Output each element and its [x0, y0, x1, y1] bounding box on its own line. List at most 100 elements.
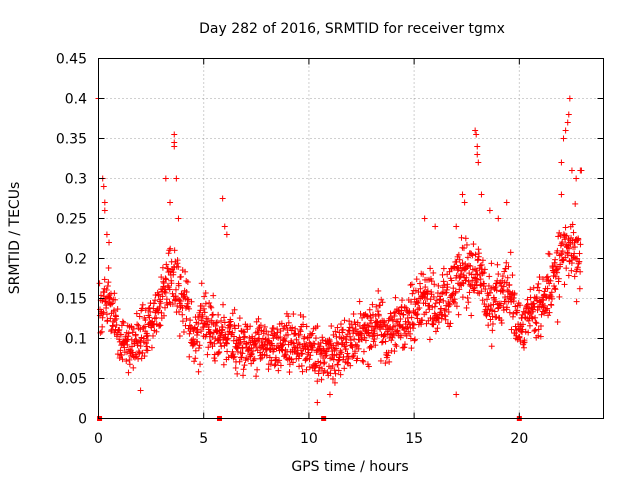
data-point	[495, 215, 502, 222]
data-point	[479, 297, 486, 304]
data-point	[412, 287, 419, 294]
data-point	[375, 312, 382, 319]
data-point	[478, 288, 485, 295]
data-point	[318, 376, 325, 383]
data-point	[385, 349, 392, 356]
data-point	[516, 333, 523, 340]
data-point	[389, 326, 396, 333]
data-point	[265, 331, 272, 338]
data-point	[211, 340, 218, 347]
data-point	[564, 252, 571, 259]
data-point	[474, 143, 481, 150]
data-point	[101, 207, 108, 214]
y-tick-label: 0.2	[65, 252, 87, 268]
data-point	[465, 299, 472, 306]
data-point	[229, 329, 236, 336]
y-tick-label: 0.25	[56, 212, 87, 228]
data-point	[139, 301, 146, 308]
data-point	[221, 223, 228, 230]
data-point	[241, 333, 248, 340]
data-point	[400, 311, 407, 318]
data-point	[505, 263, 512, 270]
data-point	[324, 369, 331, 376]
data-point	[292, 330, 299, 337]
data-point	[339, 329, 346, 336]
data-point	[546, 280, 553, 287]
data-point	[463, 274, 470, 281]
data-point	[297, 328, 304, 335]
data-point	[463, 304, 470, 311]
data-point	[231, 322, 238, 329]
data-point	[157, 300, 164, 307]
data-point	[186, 353, 193, 360]
data-point	[459, 279, 466, 286]
data-point	[142, 307, 149, 314]
data-point	[399, 297, 406, 304]
data-point	[114, 306, 121, 313]
data-point	[159, 264, 166, 271]
data-point	[500, 288, 507, 295]
data-point	[531, 328, 538, 335]
data-point	[485, 322, 492, 329]
data-point	[232, 364, 239, 371]
data-point	[325, 345, 332, 352]
data-point	[152, 297, 159, 304]
data-point	[252, 340, 259, 347]
data-point	[162, 275, 169, 282]
data-point	[447, 320, 454, 327]
data-point	[576, 250, 583, 257]
data-point	[144, 337, 151, 344]
data-point	[133, 336, 140, 343]
data-point	[177, 273, 184, 280]
data-point	[440, 278, 447, 285]
data-point	[414, 299, 421, 306]
data-point	[219, 195, 226, 202]
data-point	[350, 352, 357, 359]
data-point	[285, 313, 292, 320]
data-point	[554, 269, 561, 276]
data-point	[200, 305, 207, 312]
data-point	[404, 315, 411, 322]
data-point	[170, 269, 177, 276]
data-point	[465, 278, 472, 285]
data-point	[562, 127, 569, 134]
data-point	[367, 343, 374, 350]
data-point	[519, 321, 526, 328]
data-point	[430, 321, 437, 328]
data-point	[220, 361, 227, 368]
data-point	[175, 215, 182, 222]
data-point	[510, 310, 517, 317]
data-point	[323, 352, 330, 359]
data-point	[227, 318, 234, 325]
data-point	[126, 356, 133, 363]
data-point	[419, 317, 426, 324]
data-point	[349, 354, 356, 361]
data-point	[303, 366, 310, 373]
data-point	[519, 326, 526, 333]
data-point	[365, 324, 372, 331]
data-point	[163, 276, 170, 283]
data-point	[203, 331, 210, 338]
data-point	[229, 310, 236, 317]
data-point	[290, 311, 297, 318]
data-point	[301, 333, 308, 340]
data-point	[393, 318, 400, 325]
data-point	[445, 308, 452, 315]
data-point	[123, 358, 130, 365]
data-point	[460, 280, 467, 287]
data-point	[530, 284, 537, 291]
data-point	[337, 347, 344, 354]
data-point	[571, 273, 578, 280]
data-point	[158, 274, 165, 281]
data-point	[372, 342, 379, 349]
data-point	[125, 330, 132, 337]
data-point	[173, 175, 180, 182]
data-point	[103, 231, 110, 238]
data-point	[157, 322, 164, 329]
data-point	[151, 315, 158, 322]
data-point	[224, 335, 231, 342]
data-point	[430, 293, 437, 300]
data-point	[446, 323, 453, 330]
data-point	[546, 309, 553, 316]
data-point	[574, 264, 581, 271]
